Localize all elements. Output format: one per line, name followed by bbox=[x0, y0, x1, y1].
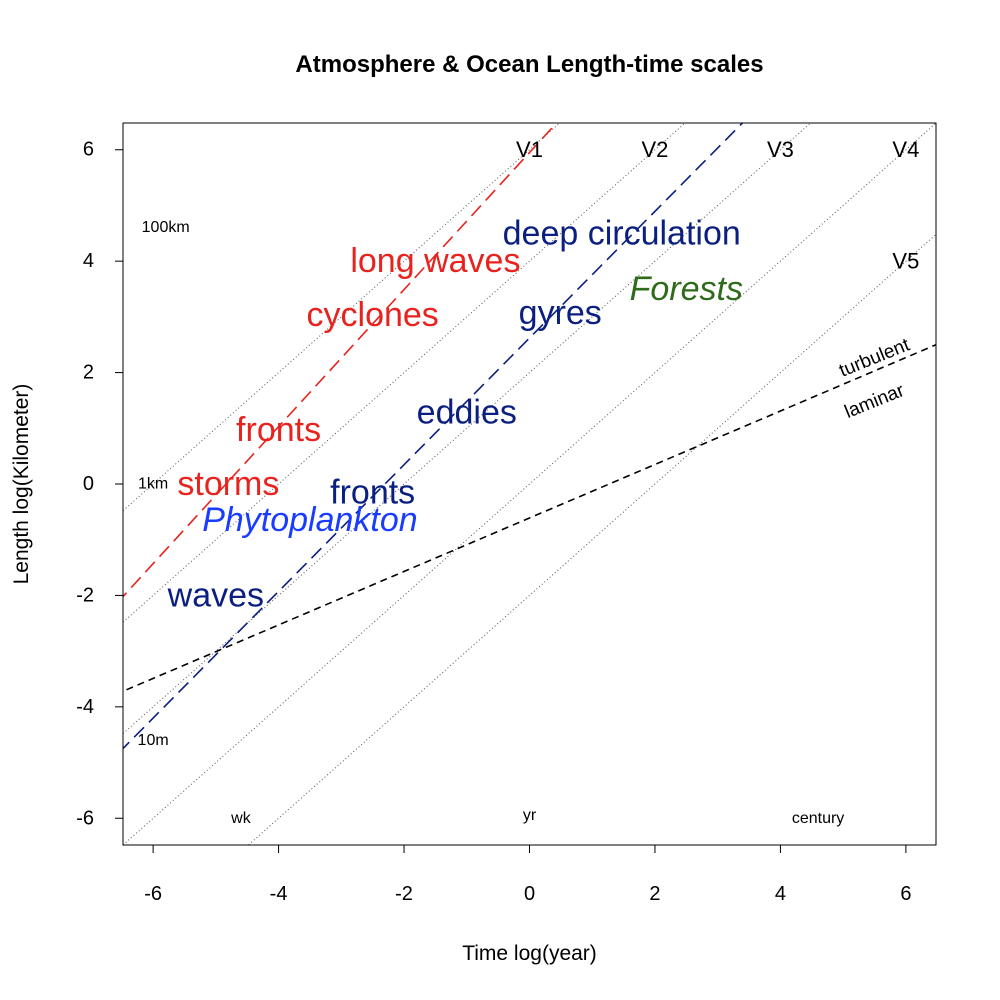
annotation-label: gyres bbox=[519, 294, 602, 332]
v3-line bbox=[123, 123, 812, 735]
annotation-label: V2 bbox=[642, 137, 669, 162]
annotation-label: long waves bbox=[350, 242, 520, 280]
annotation-label: Phytoplankton bbox=[202, 501, 418, 539]
annotation-label: V1 bbox=[516, 137, 543, 162]
x-tick-label: 2 bbox=[649, 883, 660, 905]
annotation-label: laminar bbox=[842, 380, 908, 423]
x-tick-label: -4 bbox=[270, 883, 288, 905]
annotation-label: deep circulation bbox=[503, 214, 741, 252]
annotation-label: waves bbox=[167, 576, 264, 614]
annotation-label: fronts bbox=[330, 473, 415, 511]
x-axis-label: Time log(year) bbox=[462, 942, 597, 965]
y-tick-label: -6 bbox=[76, 807, 94, 829]
chart-title: Atmosphere & Ocean Length-time scales bbox=[295, 51, 763, 78]
x-tick-label: 4 bbox=[775, 883, 786, 905]
annotation-label: V3 bbox=[767, 137, 794, 162]
annotation-label: 1km bbox=[138, 476, 168, 493]
annotation-label: 100km bbox=[142, 219, 190, 236]
y-tick-label: -2 bbox=[76, 584, 94, 606]
atmosphere-line bbox=[123, 123, 558, 598]
annotation-label: 10m bbox=[138, 732, 169, 749]
y-tick-label: 2 bbox=[83, 362, 94, 384]
annotation-label: century bbox=[792, 810, 844, 827]
annotation-label: yr bbox=[523, 807, 537, 824]
turbulent-laminar-line bbox=[123, 343, 936, 693]
annotation-label: turbulent bbox=[836, 334, 913, 381]
plot-frame bbox=[122, 122, 937, 846]
annotation-label: Forests bbox=[630, 270, 743, 308]
y-tick-label: 0 bbox=[83, 473, 94, 495]
y-tick-label: 4 bbox=[83, 250, 94, 272]
y-tick-label: 6 bbox=[83, 139, 94, 161]
annotation-label: cyclones bbox=[307, 296, 439, 334]
annotation-label: V4 bbox=[892, 137, 919, 162]
y-axis-label: Length log(Kilometer) bbox=[10, 384, 33, 585]
annotation-label: eddies bbox=[417, 394, 517, 432]
x-tick-label: 6 bbox=[900, 883, 911, 905]
annotation-label: fronts bbox=[236, 411, 321, 449]
annotation-label: V5 bbox=[892, 249, 919, 274]
x-tick-label: -2 bbox=[395, 883, 413, 905]
annotation-label: storms bbox=[177, 465, 279, 503]
ocean-line bbox=[123, 123, 744, 750]
annotation-label: wk bbox=[230, 810, 252, 827]
x-tick-label: -6 bbox=[144, 883, 162, 905]
y-tick-label: -4 bbox=[76, 696, 94, 718]
x-tick-label: 0 bbox=[524, 883, 535, 905]
